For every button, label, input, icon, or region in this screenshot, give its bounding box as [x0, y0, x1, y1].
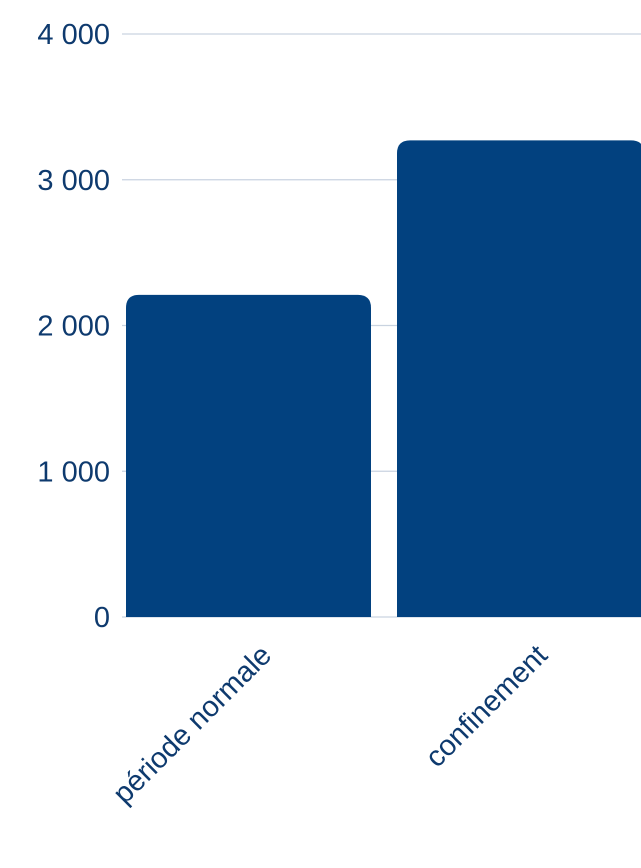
bar-periode-normale [126, 294, 371, 617]
y-tick-label: 4 000 [37, 19, 110, 51]
x-category-label: période normale [107, 639, 278, 810]
bars [126, 140, 641, 617]
y-axis-tick-labels: 0 1 000 2 000 3 000 4 000 [37, 19, 110, 634]
y-tick-label: 3 000 [37, 165, 110, 197]
x-category-label: confinement [420, 639, 554, 773]
y-tick-label: 1 000 [37, 456, 110, 488]
bar-confinement [397, 140, 641, 617]
x-axis-category-labels: période normale confinement [107, 639, 554, 810]
y-tick-label: 2 000 [37, 311, 110, 343]
y-tick-label: 0 [94, 602, 110, 634]
